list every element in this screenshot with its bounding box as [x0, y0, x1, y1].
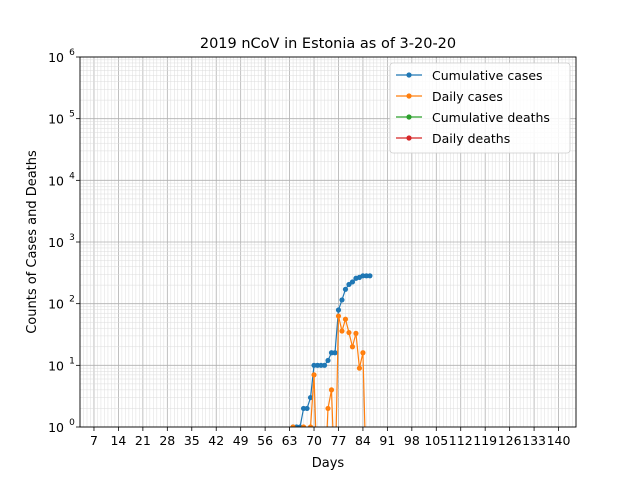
x-tick-label: 77 — [331, 433, 347, 448]
data-point — [304, 405, 310, 412]
data-point — [328, 387, 335, 393]
y-tick-label-exponent: 4 — [69, 171, 75, 181]
x-tick-label: 98 — [404, 433, 420, 448]
legend: Cumulative cases Daily cases Cumulative de… — [389, 62, 571, 154]
legend-marker — [406, 135, 412, 141]
data-point — [335, 307, 342, 313]
y-tick-label: 10 — [48, 297, 64, 312]
legend-marker — [406, 72, 412, 78]
x-tick-label: 84 — [355, 433, 371, 448]
legend-label: Daily cases — [432, 89, 503, 104]
chart-title: 2019 nCoV in Estonia as of 3-20-20 — [200, 36, 456, 52]
y-axis-label: Counts of Cases and Deaths — [25, 150, 40, 334]
x-tick-label: 49 — [233, 433, 249, 448]
x-tick-label: 35 — [184, 433, 200, 448]
data-point — [356, 365, 363, 371]
x-axis-label: Days — [312, 456, 345, 471]
data-point — [300, 424, 307, 427]
data-point — [353, 330, 359, 336]
data-point — [307, 424, 314, 427]
plot-area — [290, 273, 373, 427]
data-point — [321, 362, 328, 368]
x-tick-label: 56 — [257, 433, 273, 448]
x-tick-label: 112 — [449, 433, 473, 448]
data-point — [367, 273, 373, 279]
x-tick-label: 91 — [379, 433, 395, 448]
data-point — [325, 357, 331, 364]
data-point — [349, 344, 356, 350]
x-axis: 7 14 21 28 35 42 49 56 63 70 77 84 91 98 105 112 119 126 1… — [90, 427, 571, 448]
legend-marker — [406, 114, 412, 120]
x-tick-label: 21 — [135, 433, 151, 448]
x-tick-label: 63 — [282, 433, 298, 448]
x-tick-label: 7 — [90, 433, 98, 448]
y-tick-label: 10 — [48, 420, 64, 435]
y-tick-label: 10 — [48, 112, 64, 127]
y-tick-label-exponent: 5 — [69, 110, 75, 120]
data-point — [346, 329, 352, 336]
y-tick-label: 10 — [48, 50, 64, 65]
y-tick-label: 10 — [48, 358, 64, 373]
data-point — [290, 424, 296, 427]
legend-label: Cumulative cases — [432, 68, 543, 83]
x-tick-label: 70 — [306, 433, 322, 448]
y-tick-label-exponent: 1 — [69, 356, 75, 366]
x-tick-label: 126 — [498, 433, 522, 448]
x-tick-label: 133 — [522, 433, 546, 448]
legend-label: Daily deaths — [432, 131, 510, 146]
data-point — [342, 316, 349, 322]
y-tick-label: 10 — [48, 173, 64, 188]
legend-marker — [406, 93, 412, 99]
series-layer — [290, 273, 373, 427]
x-tick-label: 14 — [110, 433, 126, 448]
x-tick-label: 119 — [473, 433, 497, 448]
data-point — [332, 350, 338, 356]
legend-label: Cumulative deaths — [432, 110, 550, 125]
x-tick-label: 105 — [424, 433, 448, 448]
y-tick-label: 10 — [48, 235, 64, 250]
data-point — [311, 372, 317, 378]
y-tick-label-exponent: 3 — [69, 233, 75, 243]
x-tick-label: 140 — [547, 433, 571, 448]
x-tick-label: 42 — [208, 433, 224, 448]
y-tick-label-exponent: 2 — [69, 295, 75, 305]
data-point — [339, 328, 345, 334]
data-point — [325, 405, 331, 412]
x-tick-label: 28 — [159, 433, 175, 448]
data-point — [349, 279, 356, 285]
data-point — [335, 313, 342, 319]
legend-box — [389, 62, 571, 154]
y-tick-label-exponent: 6 — [69, 48, 75, 58]
data-point — [342, 286, 349, 292]
data-point — [360, 350, 366, 356]
y-axis: 10 0 10 1 10 2 10 3 10 4 10 5 10 6 — [48, 48, 80, 435]
data-point — [339, 297, 345, 303]
y-tick-label-exponent: 0 — [69, 418, 75, 428]
